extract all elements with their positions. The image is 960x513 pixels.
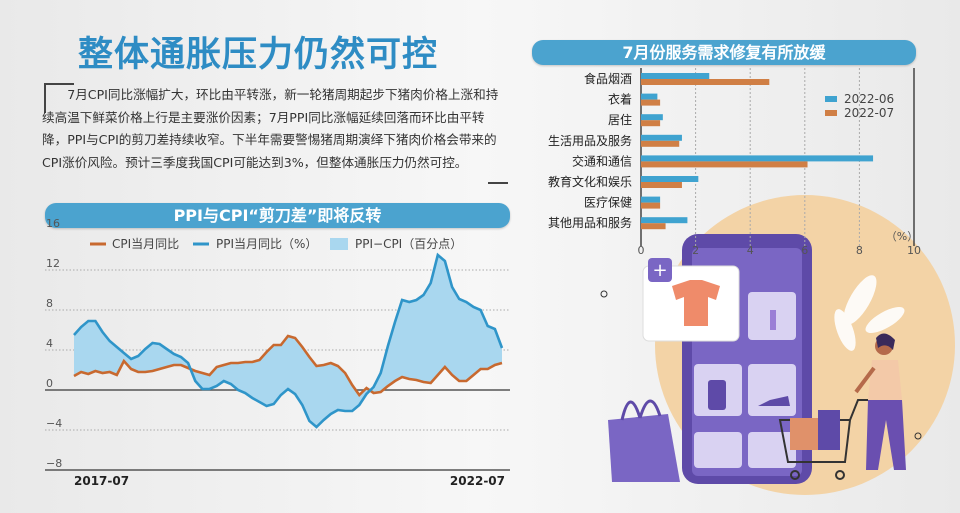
category-label: 生活用品及服务 (548, 133, 632, 148)
bar-2022-07 (641, 79, 770, 85)
x-tick-label: 4 (747, 244, 754, 257)
x-tick-label: 8 (856, 244, 863, 257)
summary-text: 7月CPI同比涨幅扩大，环比由平转涨，新一轮猪周期起步下猪肉价格上涨和持续高温下… (42, 87, 499, 170)
bar-2022-07 (641, 223, 666, 230)
bar-2022-06 (641, 176, 699, 182)
category-label: 教育文化和娱乐 (548, 174, 632, 189)
legend-2022-07-label: 2022-07 (844, 106, 894, 120)
bar-2022-06 (641, 217, 688, 224)
bar-2022-06 (641, 114, 663, 121)
bar-2022-06 (641, 134, 682, 141)
legend-gap-label: PPI−CPI（百分点） (355, 237, 462, 251)
y-tick-label: 4 (46, 337, 53, 350)
legend: 2022-06 2022-07 (825, 92, 894, 120)
y-tick-label: 0 (46, 377, 53, 390)
ppi-cpi-gap-area (74, 255, 502, 427)
shopper-figure (854, 333, 906, 470)
unit-label: （%） (886, 230, 918, 243)
x-tick-label: 10 (907, 244, 921, 257)
bar-2022-07 (641, 182, 682, 188)
x-label-end: 2022-07 (450, 474, 505, 488)
decor-dot (600, 290, 608, 298)
x-tick-label: 6 (801, 244, 808, 257)
category-label: 医疗保健 (584, 196, 632, 210)
page-title: 整体通胀压力仍然可控 (78, 35, 439, 75)
tshirt-icon (672, 280, 720, 326)
category-label: 居住 (608, 113, 632, 127)
legend-ppi-label: PPI当月同比（%） (216, 237, 317, 251)
bar-2022-07 (641, 202, 661, 209)
bar-2022-06 (641, 93, 658, 100)
line-chart-title: PPI与CPI“剪刀差”即将反转 (45, 203, 510, 228)
bar-2022-07 (641, 161, 808, 168)
leaf-icon (834, 275, 905, 351)
legend-2022-06-label: 2022-06 (844, 92, 894, 106)
bar-2022-07 (641, 140, 680, 147)
legend-2022-06-swatch (825, 96, 837, 102)
svg-text:+: + (652, 260, 667, 281)
legend-cpi-label: CPI当月同比 (112, 237, 179, 251)
x-label-start: 2017-07 (74, 474, 129, 488)
bar-2022-06 (641, 155, 874, 162)
y-tick-label: 16 (46, 217, 60, 230)
bar-2022-06 (641, 73, 710, 79)
y-tick-label: −8 (46, 457, 62, 470)
y-tick-label: 12 (46, 257, 60, 270)
category-label: 衣着 (608, 92, 632, 107)
x-tick-label: 2 (692, 244, 699, 257)
bar-2022-07 (641, 120, 661, 127)
bar-chart-title: 7月份服务需求修复有所放缓 (532, 40, 916, 65)
quote-bracket-open (44, 83, 74, 113)
legend-2022-07-swatch (825, 110, 837, 116)
x-tick-label: 0 (638, 244, 645, 257)
bar-2022-07 (641, 99, 661, 106)
category-label: 食品烟酒 (584, 71, 632, 86)
bar-2022-06 (641, 196, 661, 203)
category-label: 其他用品和服务 (548, 215, 632, 230)
add-icon (648, 258, 672, 282)
legend: CPI当月同比 PPI当月同比（%） PPI−CPI（百分点） (90, 237, 462, 251)
y-tick-label: −4 (46, 417, 62, 430)
ppi-line (73, 252, 504, 429)
cpi-line (73, 334, 503, 397)
legend-gap-swatch (330, 238, 348, 250)
shopping-bag-icon (608, 414, 680, 482)
category-label: 交通和通信 (572, 153, 632, 168)
quote-bracket-close (488, 168, 508, 184)
decor-dot (914, 432, 922, 440)
y-tick-label: 8 (46, 297, 53, 310)
